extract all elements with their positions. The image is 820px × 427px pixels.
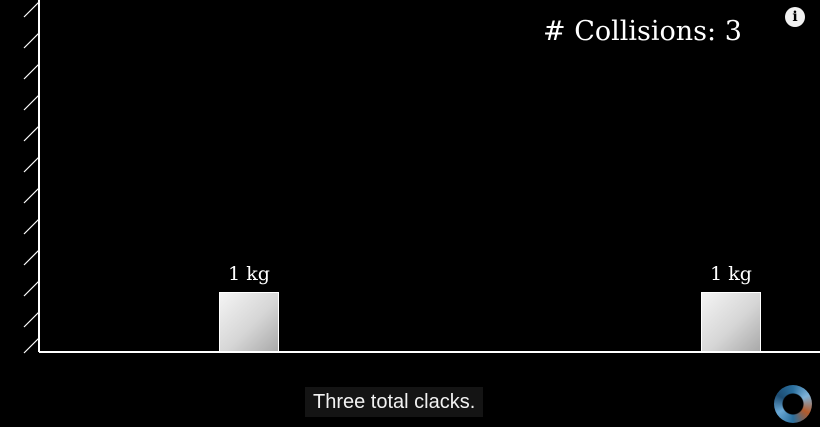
loading-spinner-icon <box>774 385 812 423</box>
block-mass-label-left: 1 kg <box>228 263 270 285</box>
collision-counter: # Collisions: 3 <box>543 16 742 47</box>
wall-hatching <box>23 1 40 354</box>
block-mass-label-right: 1 kg <box>710 263 752 285</box>
block-right <box>701 292 761 352</box>
info-icon[interactable]: i <box>785 7 805 27</box>
block-left <box>219 292 279 352</box>
caption-subtitle: Three total clacks. <box>305 387 484 417</box>
